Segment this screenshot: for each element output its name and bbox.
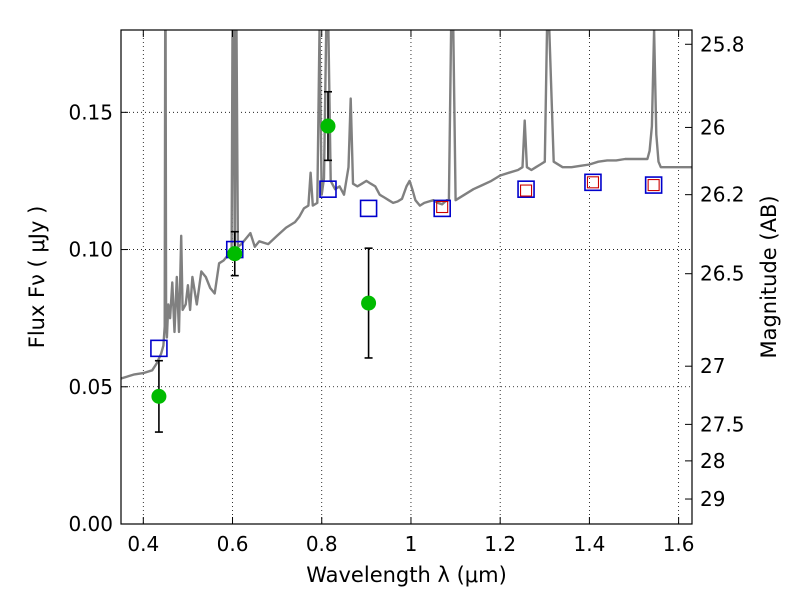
measured-point (520, 184, 533, 197)
measured-point (436, 200, 449, 214)
x-tick-label: 1.4 (573, 532, 605, 556)
y-tick-label: 0.00 (68, 512, 113, 536)
x-tick-label: 1 (405, 532, 418, 556)
y2-tick-label: 27 (700, 354, 725, 378)
measured-point (586, 176, 600, 189)
observed-point (151, 388, 167, 404)
model-photometry-point (359, 199, 378, 218)
y-tick-label: 0.10 (68, 238, 113, 262)
y2-tick-label: 29 (700, 487, 725, 511)
y-axis-label: Flux Fν ( μJy ) (25, 206, 49, 349)
y2-tick-label: 26 (700, 115, 725, 139)
observed-point (320, 118, 336, 134)
axis-ticks: 0.4 0.6 0.8 1 1.2 1.4 1.6 0.00 0.05 0.10 0.15 25.8 2… (68, 30, 745, 556)
plot-data (121, 30, 692, 433)
y2-tick-label: 26.5 (700, 262, 745, 286)
model-photometry-point (150, 339, 168, 358)
y2-tick-label: 26.2 (700, 183, 745, 207)
y-tick-label: 0.05 (68, 375, 113, 399)
model-photometry-point (584, 173, 602, 192)
x-tick-label: 0.6 (217, 532, 249, 556)
x-axis-label: Wavelength λ (μm) (306, 563, 507, 587)
observed-point (361, 295, 377, 311)
y2-tick-label: 28 (700, 449, 725, 473)
y2-tick-label: 27.5 (700, 412, 745, 436)
model-spectrum-line (121, 30, 692, 380)
plot-frame (120, 29, 693, 525)
x-tick-label: 0.8 (306, 532, 338, 556)
model-photometry-point (644, 176, 663, 194)
observed-point (227, 246, 243, 262)
y-tick-label: 0.15 (68, 100, 113, 124)
model-photometry-point (517, 180, 535, 198)
model-photometry-point (319, 180, 337, 198)
y2-axis-label: Magnitude (AB) (757, 195, 781, 358)
y2-tick-label: 25.8 (700, 32, 745, 56)
model-photometry-point (433, 199, 451, 218)
x-tick-label: 0.4 (127, 532, 159, 556)
x-tick-label: 1.6 (663, 532, 695, 556)
measured-point (647, 179, 660, 192)
x-tick-label: 1.2 (484, 532, 516, 556)
